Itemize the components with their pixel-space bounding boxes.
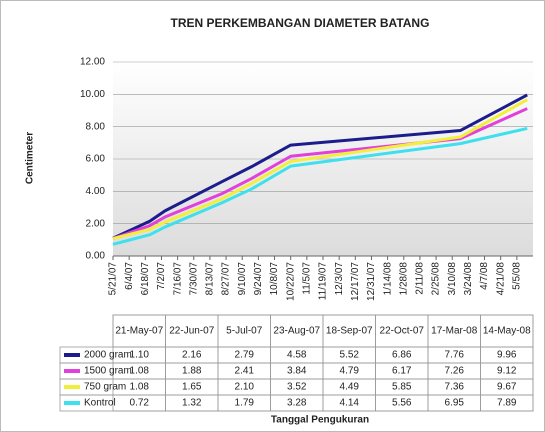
x-tick-label: 5/5/08 bbox=[511, 262, 522, 290]
x-tick-label: 9/10/07 bbox=[237, 262, 248, 296]
x-tick-label: 7/30/07 bbox=[188, 262, 199, 296]
y-axis-title: Centimeter bbox=[25, 132, 36, 184]
table-header: 17-Mar-08 bbox=[431, 326, 478, 337]
table-value: 6.95 bbox=[445, 398, 465, 409]
table-value: 2.10 bbox=[235, 382, 255, 393]
x-tick-label: 5/21/07 bbox=[108, 262, 119, 296]
table-value: 6.17 bbox=[392, 366, 412, 377]
table-header: 22-Jun-07 bbox=[169, 326, 214, 337]
legend-label: Kontrol bbox=[84, 398, 116, 409]
x-tick-label: 10/8/07 bbox=[269, 262, 280, 296]
x-tick-label: 6/4/07 bbox=[124, 262, 135, 290]
legend-swatch bbox=[64, 353, 80, 357]
x-tick-label: 2/25/08 bbox=[431, 262, 442, 296]
y-tick-label: 2.00 bbox=[86, 218, 106, 229]
y-tick-label: 4.00 bbox=[86, 186, 106, 197]
table-value: 9.67 bbox=[497, 382, 517, 393]
table-value: 1.79 bbox=[235, 398, 255, 409]
table-row bbox=[59, 394, 534, 412]
x-tick-label: 12/3/07 bbox=[334, 262, 345, 296]
x-axis-title: Tanggal Pengukuran bbox=[271, 415, 369, 426]
table-value: 1.08 bbox=[130, 382, 150, 393]
table-value: 5.52 bbox=[340, 350, 360, 361]
table-header: 5-Jul-07 bbox=[226, 326, 263, 337]
y-tick-label: 6.00 bbox=[86, 154, 106, 165]
x-tick-label: 12/31/07 bbox=[366, 262, 377, 301]
table-header: 14-May-08 bbox=[483, 326, 531, 337]
table-value: 7.36 bbox=[445, 382, 465, 393]
table-value: 4.58 bbox=[287, 350, 307, 361]
table-value: 4.79 bbox=[340, 366, 360, 377]
table-header: 18-Sep-07 bbox=[326, 326, 373, 337]
x-tick-label: 1/14/08 bbox=[382, 262, 393, 296]
x-tick-label: 7/16/07 bbox=[172, 262, 183, 296]
legend-swatch bbox=[64, 385, 80, 389]
table-value: 1.08 bbox=[130, 366, 150, 377]
y-tick-label: 8.00 bbox=[86, 121, 106, 132]
series-line bbox=[112, 98, 528, 240]
table-value: 1.32 bbox=[182, 398, 202, 409]
table-value: 1.10 bbox=[130, 350, 150, 361]
table-header: 21-May-07 bbox=[115, 326, 163, 337]
legend-label: 2000 gram bbox=[84, 350, 132, 361]
x-tick-label: 4/7/08 bbox=[479, 262, 490, 290]
table-value: 7.26 bbox=[445, 366, 465, 377]
legend-label: 750 gram bbox=[84, 382, 126, 393]
table-value: 3.52 bbox=[287, 382, 307, 393]
table-value: 6.86 bbox=[392, 350, 412, 361]
table-value: 2.79 bbox=[235, 350, 255, 361]
x-tick-label: 8/27/07 bbox=[221, 262, 232, 296]
series-line bbox=[112, 93, 528, 240]
y-tick-label: 12.00 bbox=[80, 57, 105, 68]
x-tick-label: 12/17/07 bbox=[350, 262, 361, 301]
y-tick-label: 0.00 bbox=[86, 251, 106, 262]
x-tick-label: 11/5/07 bbox=[301, 262, 312, 295]
series-line bbox=[112, 126, 528, 246]
legend-swatch bbox=[64, 369, 80, 373]
x-tick-label: 4/21/08 bbox=[495, 262, 506, 296]
table-value: 3.28 bbox=[287, 398, 307, 409]
x-tick-label: 2/11/08 bbox=[415, 262, 426, 295]
x-tick-label: 9/24/07 bbox=[253, 262, 264, 296]
table-value: 4.49 bbox=[340, 382, 360, 393]
table-value: 5.56 bbox=[392, 398, 412, 409]
x-tick-label: 7/2/07 bbox=[156, 262, 167, 290]
chart-title: TREN PERKEMBANGAN DIAMETER BATANG bbox=[171, 16, 430, 30]
legend-label: 1500 gram bbox=[84, 366, 132, 377]
table-value: 1.65 bbox=[182, 382, 202, 393]
x-tick-label: 8/13/07 bbox=[205, 262, 216, 296]
y-tick-label: 10.00 bbox=[80, 89, 105, 100]
table-value: 4.14 bbox=[340, 398, 360, 409]
x-tick-label: 1/28/08 bbox=[398, 262, 409, 296]
table-header: 23-Aug-07 bbox=[273, 326, 320, 337]
table-value: 2.16 bbox=[182, 350, 202, 361]
table-value: 5.85 bbox=[392, 382, 412, 393]
x-tick-label: 3/24/08 bbox=[463, 262, 474, 296]
x-tick-label: 6/18/07 bbox=[140, 262, 151, 296]
table-value: 7.89 bbox=[497, 398, 517, 409]
x-tick-label: 10/22/07 bbox=[285, 262, 296, 301]
table-value: 0.72 bbox=[130, 398, 150, 409]
table-value: 2.41 bbox=[235, 366, 255, 377]
table-value: 7.76 bbox=[445, 350, 465, 361]
x-tick-label: 11/19/07 bbox=[318, 262, 329, 301]
legend-swatch bbox=[64, 401, 80, 405]
table-value: 9.12 bbox=[497, 366, 517, 377]
table-value: 1.88 bbox=[182, 366, 202, 377]
x-tick-label: 3/10/08 bbox=[447, 262, 458, 296]
table-header: 22-Oct-07 bbox=[380, 326, 425, 337]
table-value: 3.84 bbox=[287, 366, 307, 377]
table-value: 9.96 bbox=[497, 350, 517, 361]
